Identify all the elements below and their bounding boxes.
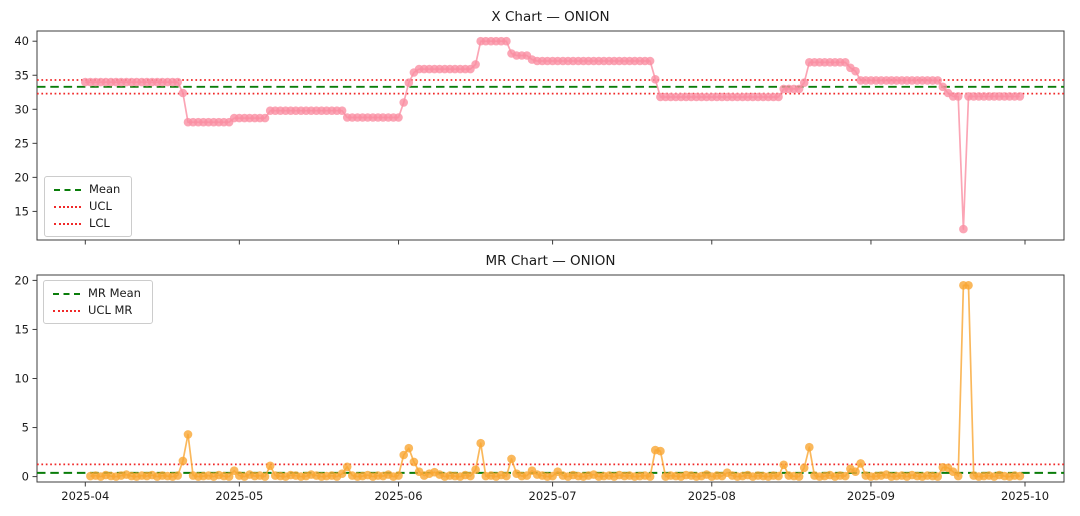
dashed-line-swatch <box>54 188 81 191</box>
data-point <box>851 66 860 76</box>
data-point <box>933 76 942 85</box>
dotted-line-swatch <box>53 309 80 312</box>
x-tick-label: 2025-04 <box>61 489 109 503</box>
data-point <box>1015 92 1025 101</box>
data-point <box>799 78 809 87</box>
data-point <box>173 77 182 87</box>
data-point <box>337 469 347 479</box>
x-tick-label: 2025-10 <box>1001 489 1049 503</box>
mr-chart-frame <box>36 274 1065 483</box>
data-point <box>404 78 414 87</box>
data-point <box>466 471 475 481</box>
data-point <box>794 84 804 94</box>
x-chart-frame <box>36 30 1065 241</box>
legend-entry-label: Mean <box>89 182 121 196</box>
data-point <box>645 472 655 481</box>
data-point <box>337 106 347 115</box>
legend-entry-label: MR Mean <box>88 286 141 300</box>
y-tick-label: 25 <box>14 136 29 150</box>
data-point <box>656 446 665 456</box>
data-point <box>404 443 414 453</box>
legend-entry: Mean <box>54 181 120 198</box>
x-chart-series-line <box>85 40 1020 230</box>
data-point <box>183 430 193 439</box>
x-tick-label: 2025-05 <box>215 489 263 503</box>
data-point <box>645 56 655 66</box>
legend-entry: UCL <box>54 198 120 215</box>
data-point <box>779 460 788 470</box>
data-point <box>507 454 516 464</box>
data-point <box>476 438 486 448</box>
y-tick-label: 35 <box>14 68 29 82</box>
data-point <box>471 465 480 475</box>
dashed-line-swatch <box>53 292 80 295</box>
data-point <box>260 113 270 123</box>
mr-chart-legend: MR Mean UCL MR <box>43 280 153 324</box>
dotted-line-swatch <box>54 205 81 208</box>
data-point <box>224 472 234 481</box>
x-chart-legend: Mean UCL LCL <box>44 176 133 237</box>
data-point <box>260 472 270 481</box>
legend-entry: UCL MR <box>53 302 141 319</box>
data-point <box>856 459 865 468</box>
data-point <box>178 88 188 98</box>
mr-chart-series-line <box>90 284 1020 478</box>
data-point <box>774 92 783 102</box>
data-point <box>841 471 850 481</box>
data-point <box>342 462 352 472</box>
x-tick-label: 2025-08 <box>688 489 736 503</box>
data-point <box>938 82 948 92</box>
y-tick-label: 15 <box>14 204 29 218</box>
legend-entry-label: LCL <box>89 216 110 230</box>
data-point <box>471 60 480 69</box>
y-tick-label: 10 <box>14 372 29 386</box>
data-point <box>953 92 963 101</box>
data-point <box>178 456 188 466</box>
y-tick-label: 0 <box>22 470 29 484</box>
data-point <box>173 471 182 480</box>
data-point <box>841 58 850 67</box>
mr-chart-title: MR Chart — ONION <box>485 253 616 269</box>
data-point <box>805 442 814 452</box>
data-point <box>1015 471 1025 481</box>
data-point <box>502 36 511 46</box>
legend-entry: MR Mean <box>53 285 141 302</box>
x-tick-label: 2025-06 <box>375 489 423 503</box>
y-tick-label: 20 <box>14 170 29 184</box>
data-point <box>851 467 860 477</box>
data-point <box>959 224 968 234</box>
data-point <box>964 281 973 290</box>
data-point <box>794 472 804 481</box>
dotted-line-swatch <box>54 222 81 225</box>
data-point <box>953 471 963 481</box>
data-point <box>399 98 409 107</box>
data-point <box>799 463 809 473</box>
x-tick-label: 2025-07 <box>529 489 577 503</box>
data-point <box>265 461 275 471</box>
x-chart-title: X Chart — ONION <box>491 9 610 25</box>
legend-entry-label: UCL MR <box>88 303 133 317</box>
data-point <box>933 472 942 481</box>
y-tick-label: 5 <box>22 421 29 435</box>
legend-entry-label: UCL <box>89 199 112 213</box>
data-point <box>502 471 511 481</box>
y-tick-label: 15 <box>14 322 29 336</box>
y-tick-label: 30 <box>14 102 29 116</box>
y-tick-label: 40 <box>14 34 29 48</box>
y-tick-label: 20 <box>14 273 29 287</box>
x-tick-label: 2025-09 <box>847 489 895 503</box>
data-point <box>399 450 409 460</box>
data-point <box>409 457 419 467</box>
legend-entry: LCL <box>54 215 120 232</box>
data-point <box>774 471 783 481</box>
data-point <box>651 75 660 84</box>
data-point <box>394 113 403 122</box>
data-point <box>394 471 403 480</box>
